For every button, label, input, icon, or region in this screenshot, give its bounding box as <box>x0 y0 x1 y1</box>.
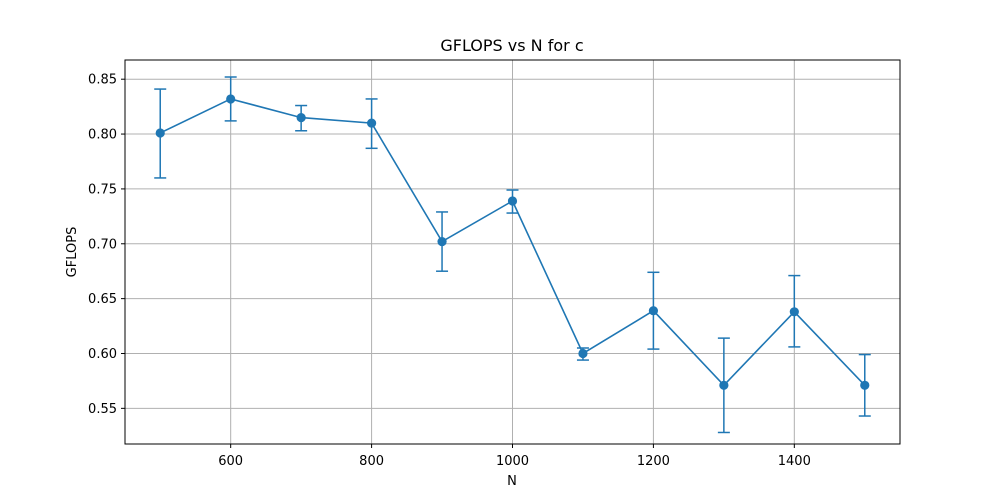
data-point <box>296 113 306 123</box>
series-layer <box>154 76 871 434</box>
data-point <box>648 306 659 316</box>
data-point <box>578 348 588 359</box>
y-tick-label: 0.85 <box>88 73 117 88</box>
y-tick-label: 0.60 <box>88 347 117 362</box>
x-axis-title: N <box>507 474 517 489</box>
data-point <box>155 128 165 138</box>
data-point <box>719 380 729 390</box>
y-tick-label: 0.65 <box>88 292 117 307</box>
data-point <box>789 307 799 317</box>
data-point <box>437 236 447 247</box>
x-tick-label: 1000 <box>496 454 529 469</box>
y-tick-label: 0.70 <box>88 237 117 252</box>
y-axis-title: GFLOPS <box>65 227 80 278</box>
chart-title: GFLOPS vs N for c <box>440 36 583 55</box>
x-tick-label: 600 <box>218 454 243 469</box>
y-tick-label: 0.80 <box>88 128 117 143</box>
y-tick-label: 0.75 <box>88 182 117 197</box>
grid-lines <box>125 60 900 444</box>
data-point <box>507 196 518 206</box>
y-tick-label: 0.55 <box>88 402 117 417</box>
data-point <box>226 94 236 104</box>
x-tick-label: 1400 <box>778 454 811 469</box>
x-tick-label: 800 <box>359 454 384 469</box>
data-point <box>860 380 870 390</box>
axis-ticks: 600 800 1000 1200 1400 0.55 0.60 0.65 0.70 0.75 0.… <box>88 73 811 469</box>
data-point <box>366 118 377 128</box>
x-tick-label: 1200 <box>637 454 670 469</box>
